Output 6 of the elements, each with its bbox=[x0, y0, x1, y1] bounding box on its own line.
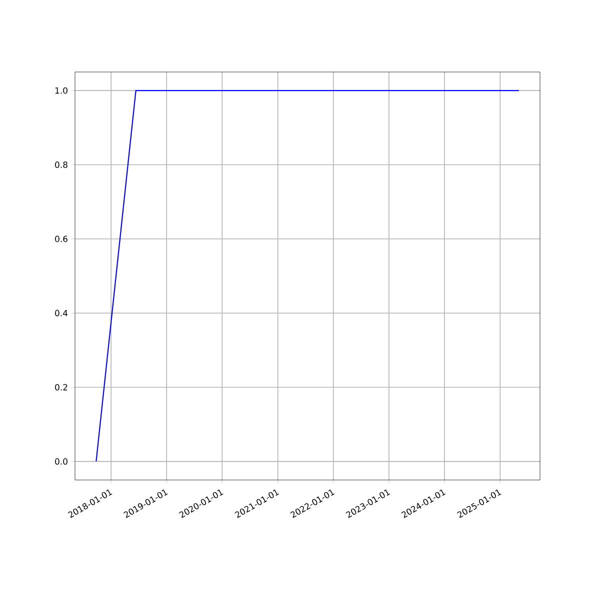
y-tick-label: 0.6 bbox=[55, 236, 68, 242]
y-tick-label: 0.0 bbox=[55, 458, 68, 465]
y-tick-label: 0.4 bbox=[55, 310, 68, 316]
y-tick-label: 0.8 bbox=[55, 162, 68, 168]
y-tick-label: 0.2 bbox=[55, 384, 68, 390]
y-tick-label: 1.0 bbox=[55, 87, 68, 94]
